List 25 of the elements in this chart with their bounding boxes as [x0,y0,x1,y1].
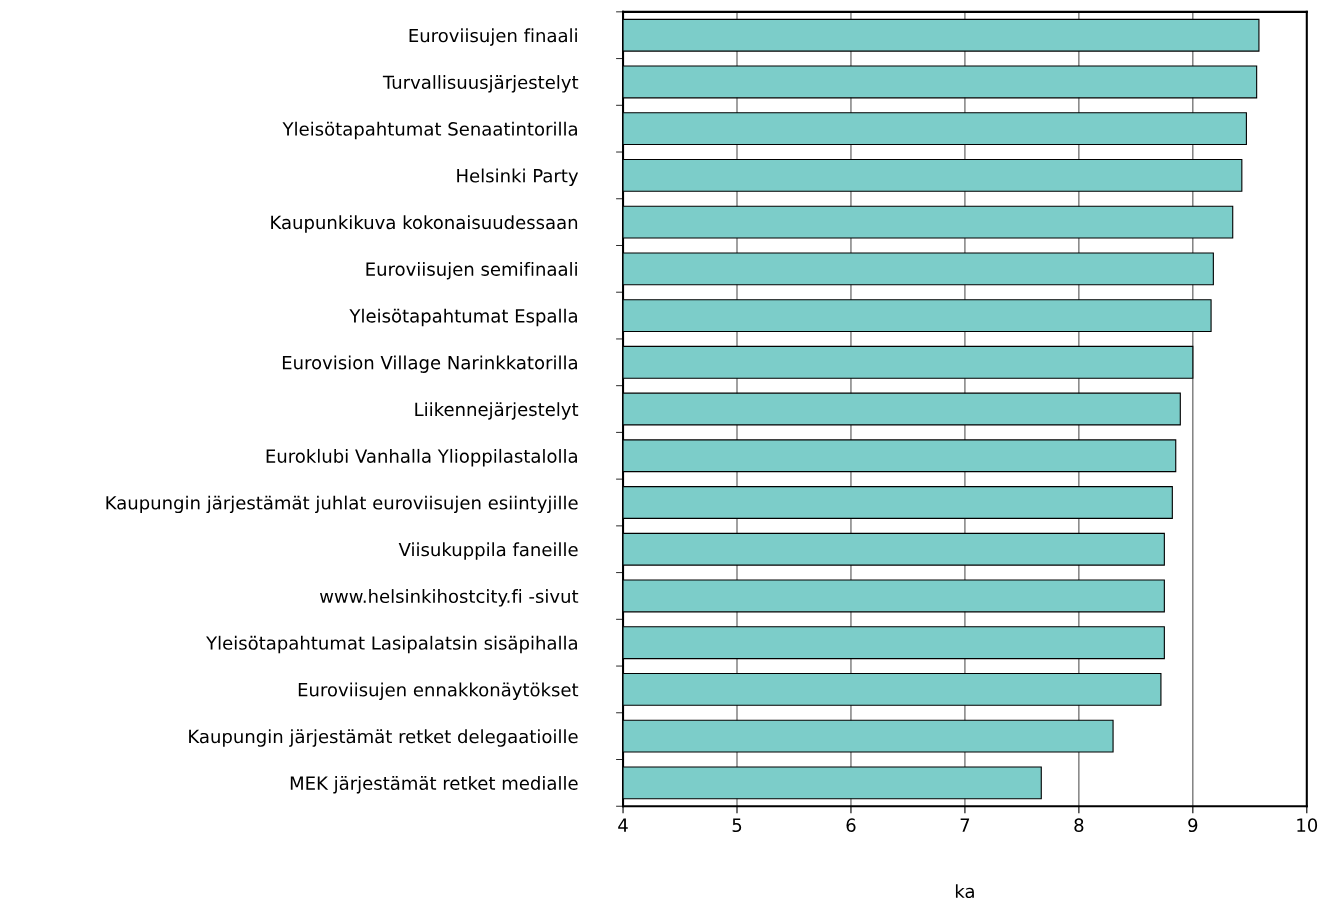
y-tick-label: MEK järjestämät retket medialle [290,776,578,794]
x-tick-label: 8 [1074,818,1084,833]
x-tick-label: 7 [960,818,970,832]
y-tick-label: Liikennejärjestelyt [415,402,579,420]
y-tick-label: Yleisötapahtumat Espalla [349,308,577,327]
y-tick-label: Euroviisujen finaali [409,28,577,46]
y-tick-label: Euroviisujen ennakkonäytökset [298,682,579,701]
x-axis-title: ka [955,884,974,899]
y-tick-label: Euroviisujen semifinaali [366,261,577,280]
x-tick-label: 10 [1297,818,1318,833]
y-tick-label: Euroklubi Vanhalla Ylioppilastalolla [266,448,577,467]
x-tick-label: 9 [1188,818,1198,833]
y-tick-label: Eurovision Village Narinkkatorilla [282,355,577,373]
x-tick-label: 5 [732,818,742,833]
y-tick-label: Helsinki Party [457,168,579,187]
y-tick-label: Kaupunkikuva kokonaisuudessaan [271,215,578,233]
y-tick-label: Yleisötapahtumat Senaatintorilla [282,121,577,140]
y-tick-label: Viisukuppila faneille [398,542,578,560]
y-tick-label: www.helsinkihostcity.fi -sivut [319,589,579,607]
y-tick-label: Kaupungin järjestämät juhlat euroviisujen esiintyjille [106,495,578,514]
x-tick-label: 6 [846,818,856,833]
y-tick-label: Kaupungin järjestämät retket delegaatioille [189,729,578,747]
y-tick-label: Yleisötapahtumat Lasipalatsin sisäpihalla [206,635,577,654]
x-tick-label: 4 [618,818,628,832]
y-tick-label: Turvallisuusjärjestelyt [382,75,579,93]
